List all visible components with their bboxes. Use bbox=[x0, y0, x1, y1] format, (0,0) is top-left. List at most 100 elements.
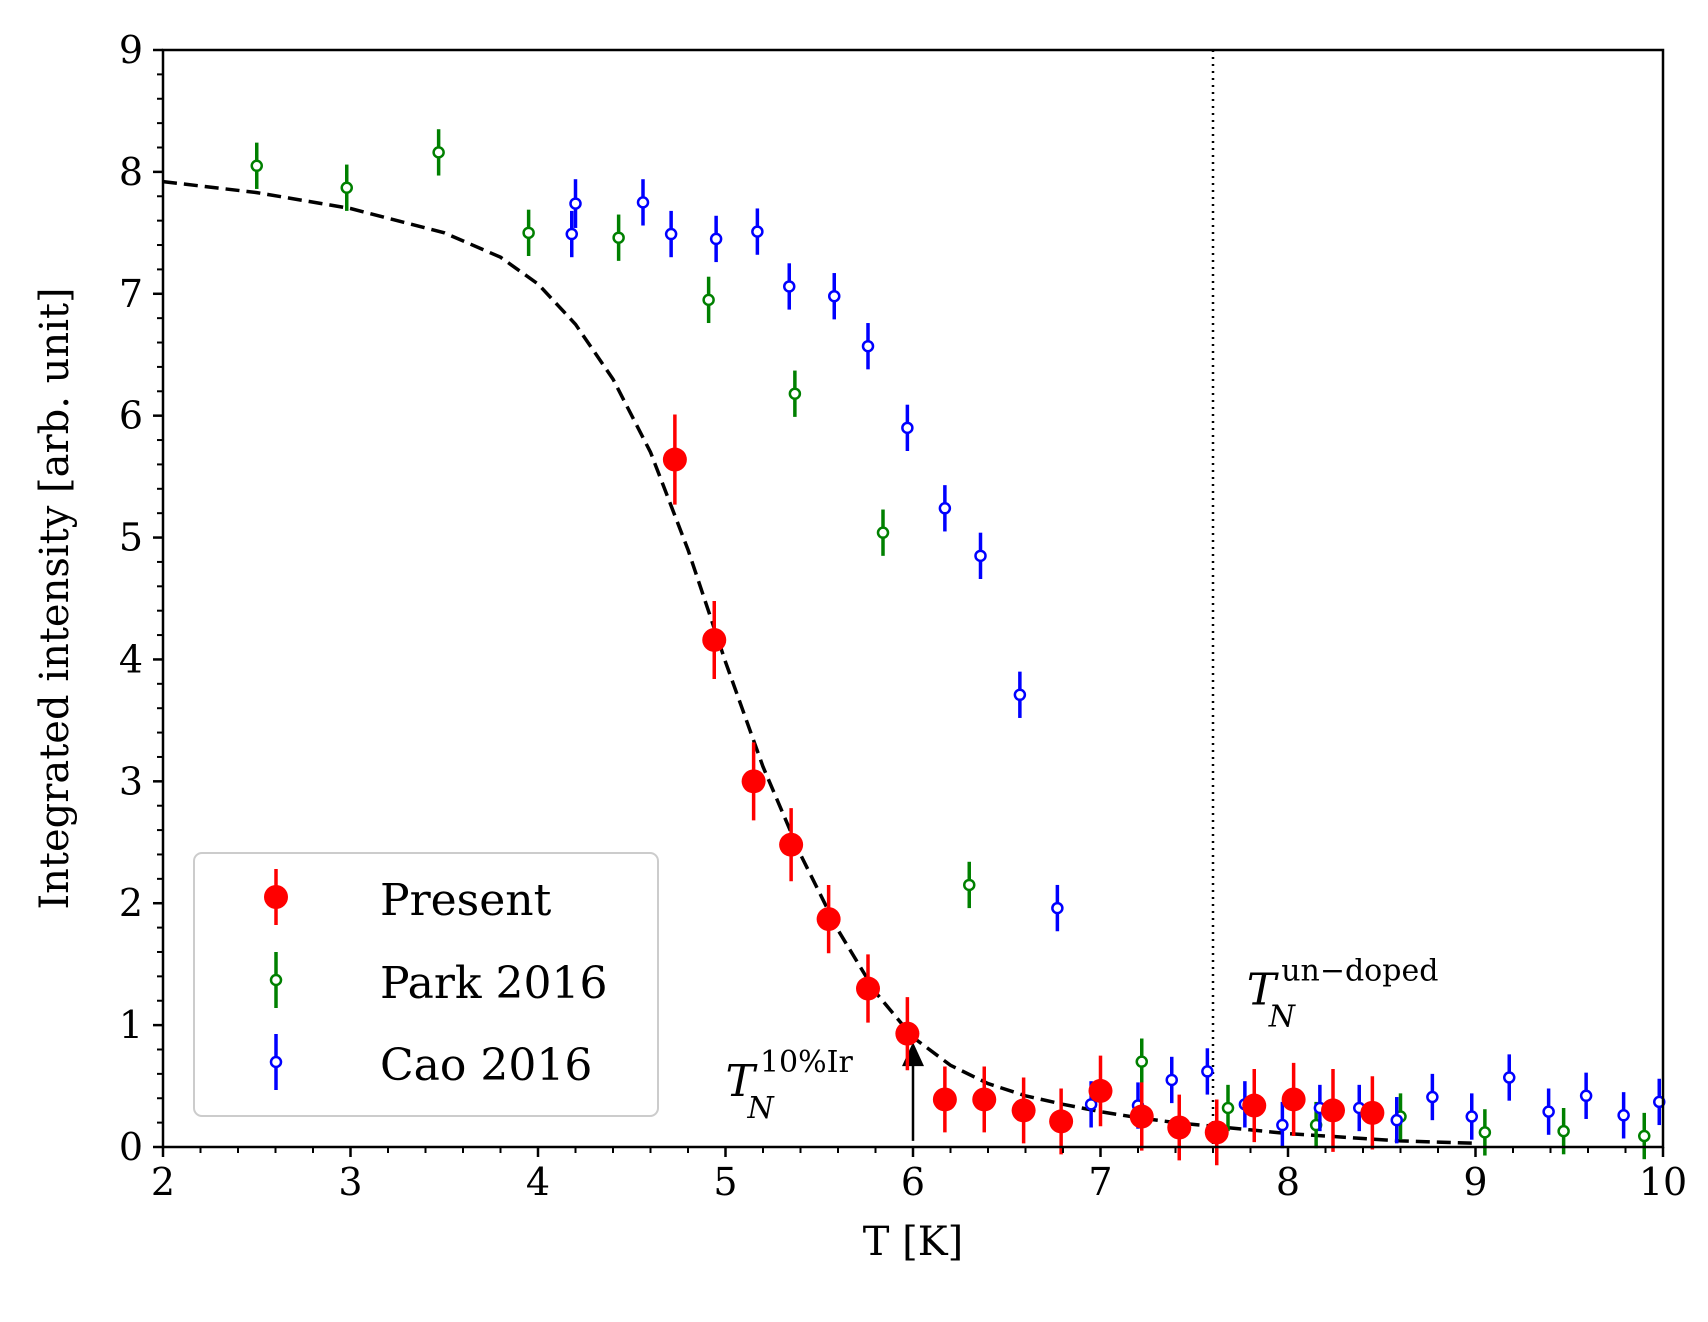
data-point bbox=[1204, 1120, 1229, 1145]
annotation-tn-undoped-sup: un−doped bbox=[1281, 953, 1438, 988]
data-point bbox=[612, 231, 625, 244]
y-tick-label: 9 bbox=[119, 28, 143, 72]
series-cao-2016 bbox=[565, 179, 1666, 1149]
data-point bbox=[522, 226, 535, 240]
data-point bbox=[1465, 1110, 1478, 1123]
data-point bbox=[788, 387, 802, 400]
data-point bbox=[1557, 1124, 1570, 1138]
x-tick-label: 10 bbox=[1639, 1160, 1687, 1204]
y-tick-label: 8 bbox=[119, 150, 143, 194]
data-point bbox=[1426, 1090, 1439, 1104]
annotation-tn-doped-sup: 10%Ir bbox=[760, 1045, 854, 1080]
x-tick-label: 7 bbox=[1088, 1160, 1112, 1204]
legend: Present Park 2016 Cao 2016 bbox=[193, 852, 659, 1117]
axes-layer: 2 3 4 5 6 7 8 9 10 0 1 2 3 4 5 6 7 8 9 bbox=[119, 28, 1687, 1204]
data-point bbox=[636, 196, 650, 209]
data-point bbox=[783, 280, 796, 293]
legend-label-cao: Cao 2016 bbox=[380, 1040, 592, 1091]
data-point bbox=[1638, 1129, 1651, 1143]
annotation-tn-doped-sub: N bbox=[747, 1091, 776, 1126]
data-point bbox=[901, 421, 914, 435]
data-point bbox=[779, 832, 804, 857]
legend-label-present: Present bbox=[380, 875, 552, 926]
data-point bbox=[702, 627, 727, 652]
data-point bbox=[1478, 1126, 1492, 1139]
data-point bbox=[1201, 1065, 1214, 1078]
y-tick-label: 0 bbox=[119, 1125, 143, 1169]
y-axis-label: Integrated intensity [arb. unit] bbox=[32, 287, 78, 909]
data-point bbox=[816, 907, 841, 932]
annotation-tn-doped-main: T bbox=[726, 1056, 759, 1107]
legend-frame bbox=[193, 852, 659, 1117]
data-point bbox=[828, 289, 841, 303]
legend-label-park: Park 2016 bbox=[380, 958, 608, 1009]
x-tick-label: 4 bbox=[526, 1160, 550, 1204]
y-tick-label: 7 bbox=[119, 272, 143, 316]
data-point bbox=[1321, 1098, 1345, 1123]
data-point bbox=[1088, 1078, 1113, 1103]
legend-marker bbox=[269, 1055, 283, 1069]
x-axis-label: T [K] bbox=[863, 1219, 964, 1265]
y-tick-label: 1 bbox=[119, 1003, 143, 1047]
annotation-tn-undoped-sub: N bbox=[1268, 999, 1297, 1034]
data-point bbox=[702, 293, 715, 307]
annotation-tn-undoped: T un−doped bbox=[1247, 953, 1439, 1015]
data-point bbox=[856, 976, 880, 1001]
data-point bbox=[565, 227, 578, 241]
data-point bbox=[1051, 901, 1064, 915]
data-point bbox=[861, 339, 875, 353]
data-point bbox=[932, 1087, 957, 1112]
data-point bbox=[340, 181, 353, 194]
data-point bbox=[1579, 1089, 1593, 1103]
y-tick-label: 6 bbox=[119, 394, 143, 438]
data-point bbox=[709, 232, 723, 246]
legend-marker bbox=[264, 885, 288, 909]
annotation-tn-doped: T 10%Ir bbox=[726, 1045, 854, 1107]
series-present bbox=[662, 414, 1385, 1166]
data-point bbox=[751, 225, 764, 238]
data-point bbox=[1360, 1100, 1385, 1125]
data-point bbox=[1049, 1109, 1074, 1134]
data-point bbox=[1167, 1115, 1192, 1140]
data-point bbox=[938, 502, 952, 515]
data-point bbox=[1281, 1087, 1306, 1112]
data-point bbox=[1276, 1118, 1289, 1132]
data-point bbox=[974, 549, 987, 563]
y-tick-label: 4 bbox=[119, 637, 143, 681]
data-point bbox=[963, 878, 976, 892]
y-tick-label: 2 bbox=[119, 881, 143, 925]
y-tick-label: 3 bbox=[119, 759, 143, 803]
data-point bbox=[1242, 1093, 1267, 1118]
data-point bbox=[1390, 1113, 1403, 1127]
arrow-layer bbox=[902, 1042, 924, 1141]
series-park-2016 bbox=[250, 129, 1651, 1160]
data-point bbox=[664, 227, 678, 241]
x-tick-label: 3 bbox=[338, 1160, 362, 1204]
data-point bbox=[1013, 688, 1027, 702]
x-tick-label: 9 bbox=[1463, 1160, 1487, 1204]
series-layer bbox=[250, 129, 1666, 1166]
annotation-tn-undoped-main: T bbox=[1247, 964, 1280, 1015]
data-point bbox=[1165, 1073, 1178, 1087]
data-point bbox=[250, 159, 263, 173]
data-point bbox=[1542, 1105, 1555, 1118]
data-point bbox=[1084, 1098, 1098, 1111]
data-point bbox=[1503, 1071, 1516, 1084]
y-tick-label: 5 bbox=[119, 516, 143, 560]
data-point bbox=[876, 526, 890, 539]
data-point bbox=[1221, 1101, 1235, 1115]
data-point bbox=[972, 1087, 997, 1112]
x-tick-label: 6 bbox=[901, 1160, 925, 1204]
data-point bbox=[1617, 1109, 1630, 1122]
x-tick-label: 2 bbox=[151, 1160, 175, 1204]
data-point bbox=[895, 1021, 920, 1046]
x-tick-label: 5 bbox=[713, 1160, 737, 1204]
legend-marker bbox=[269, 973, 283, 987]
data-point bbox=[432, 146, 445, 159]
legend-entries bbox=[264, 869, 288, 1090]
data-point bbox=[1129, 1104, 1154, 1129]
data-point bbox=[1135, 1055, 1148, 1068]
data-point bbox=[1011, 1098, 1036, 1123]
arrow-head bbox=[902, 1042, 924, 1067]
